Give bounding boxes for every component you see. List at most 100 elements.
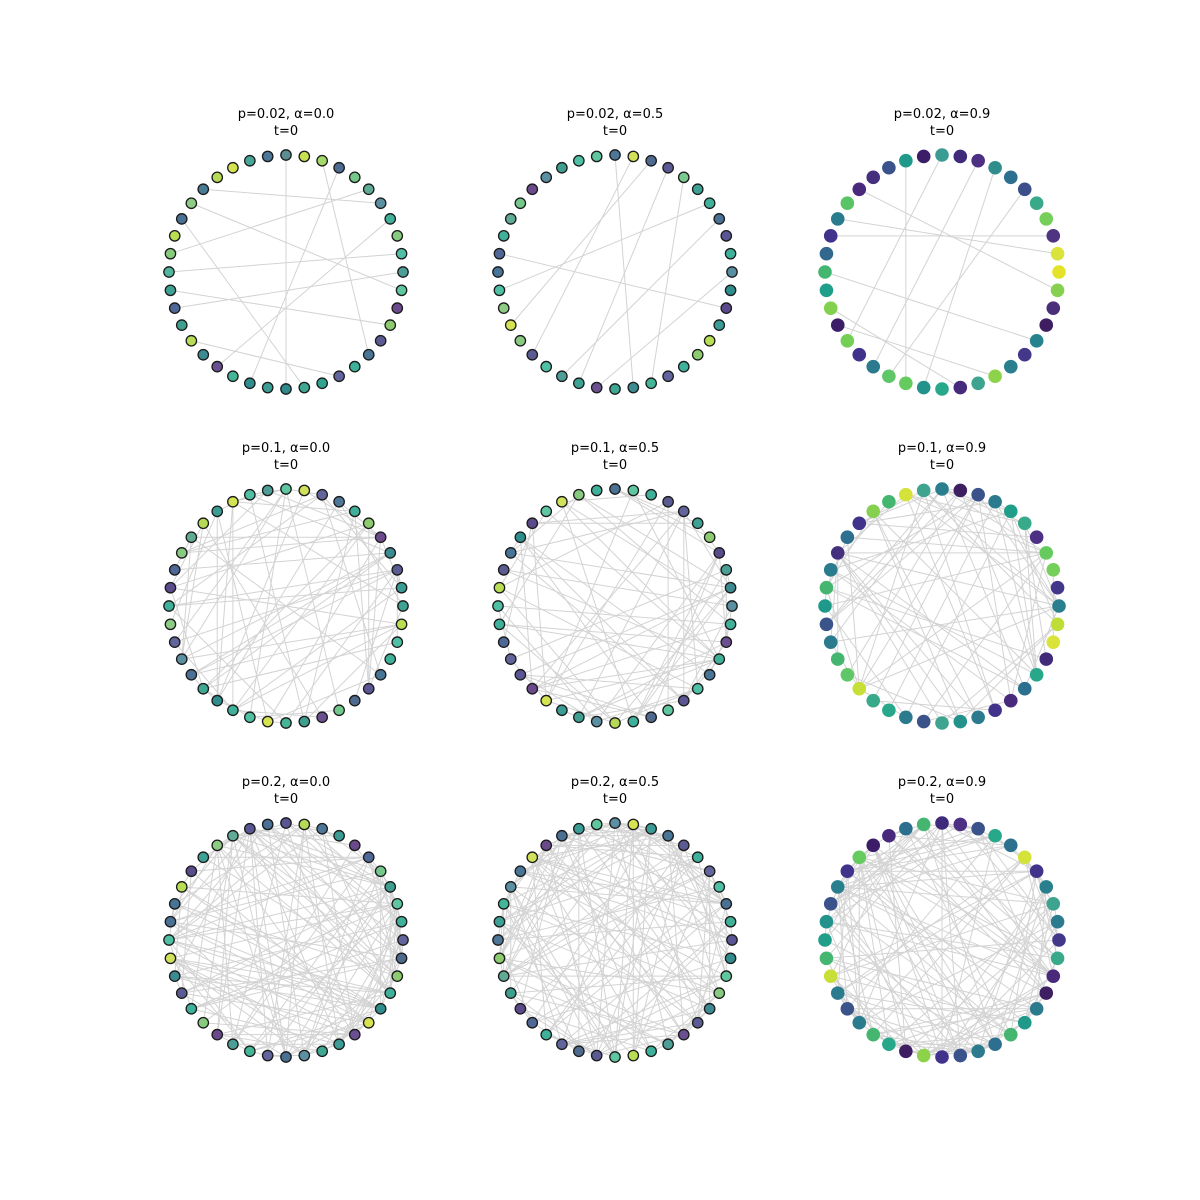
- graph-edge: [191, 202, 402, 291]
- graph-node: [609, 383, 621, 395]
- graph-node: [830, 652, 845, 666]
- graph-edge: [826, 957, 1037, 1010]
- graph-edge: [532, 856, 733, 941]
- graph-edge: [532, 856, 727, 905]
- graph-node: [830, 546, 845, 560]
- graph-node: [1003, 838, 1018, 853]
- graph-edge: [249, 870, 382, 1052]
- graph-edge: [510, 824, 634, 994]
- graph-edge: [977, 871, 1038, 1052]
- graph-node: [395, 581, 408, 594]
- graph-edge: [191, 623, 402, 676]
- graph-node: [164, 952, 177, 965]
- graph-edge: [830, 975, 1025, 1024]
- graph-edge: [994, 501, 1038, 675]
- graph-node: [374, 865, 387, 878]
- graph-edge: [232, 822, 287, 1045]
- graph-node: [645, 154, 658, 167]
- graph-edge: [578, 511, 685, 718]
- graph-edge: [181, 537, 192, 660]
- graph-node: [391, 229, 404, 242]
- graph-edge: [191, 552, 391, 676]
- graph-edge: [503, 939, 733, 977]
- graph-node: [316, 711, 329, 724]
- graph-node: [497, 897, 510, 910]
- graph-node: [362, 348, 375, 361]
- graph-node: [590, 484, 603, 497]
- graph-edge: [632, 490, 720, 660]
- graph-node: [609, 717, 621, 729]
- graph-edge: [824, 824, 925, 941]
- graph-edge: [888, 501, 996, 711]
- graph-edge: [321, 1022, 369, 1052]
- graph-edge: [977, 828, 1047, 994]
- graph-node: [333, 370, 345, 383]
- graph-edge: [923, 552, 1047, 722]
- graph-edge: [837, 886, 1012, 1036]
- graph-edge: [203, 641, 398, 690]
- graph-edge: [837, 552, 1026, 690]
- graph-node: [627, 381, 640, 394]
- graph-edge: [837, 886, 874, 1035]
- graph-node: [818, 933, 832, 947]
- graph-node: [916, 817, 931, 832]
- graph-edge: [168, 939, 391, 994]
- graph-edge: [650, 828, 727, 905]
- graph-edge: [181, 886, 398, 905]
- graph-node: [703, 668, 716, 681]
- graph-node: [866, 1027, 881, 1042]
- graph-edge: [830, 501, 890, 571]
- graph-node: [1046, 301, 1061, 315]
- graph-node: [819, 283, 834, 298]
- graph-node: [852, 1015, 867, 1030]
- graph-edge: [168, 939, 251, 1052]
- graph-node: [185, 865, 198, 878]
- graph-edge: [170, 490, 269, 589]
- graph-node: [882, 703, 896, 718]
- graph-edge: [923, 1008, 1037, 1057]
- panel-title: p=0.2, α=0.9 t=0: [822, 774, 1062, 808]
- graph-node: [333, 161, 345, 174]
- graph-edge: [170, 957, 340, 1045]
- graph-node: [953, 483, 968, 498]
- graph-node: [395, 915, 408, 928]
- graph-node: [662, 704, 674, 717]
- graph-node: [645, 377, 658, 390]
- graph-edge: [837, 494, 907, 554]
- graph-edge: [510, 552, 731, 589]
- graph-node: [1039, 880, 1054, 894]
- graph-edge: [941, 623, 1058, 724]
- graph-edge: [168, 494, 323, 607]
- graph-edge: [380, 537, 403, 588]
- graph-node: [1050, 914, 1065, 929]
- graph-edge: [847, 835, 996, 872]
- graph-edge: [510, 658, 547, 701]
- graph-node: [333, 829, 345, 842]
- graph-edge: [858, 856, 996, 1045]
- graph-node: [280, 383, 292, 395]
- graph-edge: [941, 488, 1047, 554]
- graph-edge: [846, 537, 860, 689]
- graph-node: [866, 838, 881, 853]
- graph-edge: [498, 903, 505, 959]
- graph-node: [840, 667, 855, 682]
- graph-node: [168, 302, 181, 315]
- graph-node: [395, 618, 408, 631]
- graph-node: [384, 547, 397, 559]
- graph-node: [724, 952, 737, 965]
- graph-edge: [303, 824, 402, 959]
- graph-edge: [338, 921, 403, 1045]
- graph-node: [823, 635, 838, 649]
- graph-node: [916, 380, 931, 395]
- graph-edge: [249, 828, 269, 1056]
- graph-edge: [510, 569, 727, 660]
- graph-node: [691, 517, 704, 530]
- graph-node: [720, 302, 733, 315]
- graph-node: [211, 694, 224, 707]
- graph-edge: [718, 552, 727, 643]
- graph-node: [953, 714, 968, 729]
- graph-node: [703, 531, 716, 544]
- graph-node: [164, 284, 177, 297]
- graph-node: [384, 319, 397, 331]
- graph-edge: [520, 674, 652, 718]
